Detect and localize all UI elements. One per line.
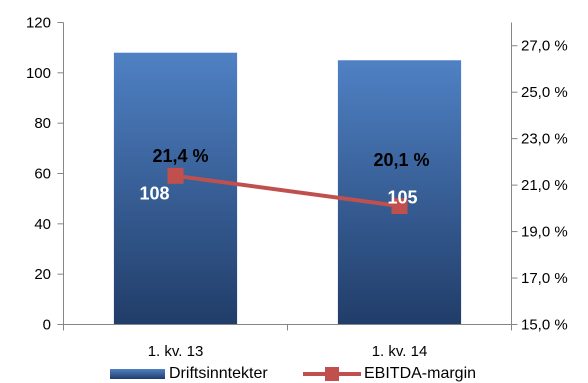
y-tick-label-left: 20: [34, 266, 51, 283]
category-label: 1. kv. 13: [148, 343, 204, 360]
y-tick-label-left: 0: [43, 317, 51, 334]
y-tick-label-left: 80: [34, 115, 51, 132]
y-tick-label-left: 60: [34, 166, 51, 183]
y-tick-label-left: 120: [26, 15, 51, 32]
legend-label-driftsinntekter: Driftsinntekter: [169, 365, 268, 382]
y-tick-label-left: 100: [26, 65, 51, 82]
y-tick-label-right: 25,0 %: [521, 84, 568, 101]
bar-value-label-1: 108: [139, 184, 169, 204]
y-tick-label-right: 15,0 %: [521, 317, 568, 334]
legend-label-ebitda-margin: EBITDA-margin: [364, 365, 476, 382]
y-tick-label-right: 21,0 %: [521, 177, 568, 194]
ebitda-margin-line: [175, 173, 400, 209]
legend-swatch-driftsinntekter: [110, 369, 165, 379]
y-tick-label-right: 19,0 %: [521, 224, 568, 241]
line-series-ebitda-margin: [167, 167, 408, 215]
ebitda-margin-value-label-1: 21,4 %: [152, 146, 208, 166]
bar-2: [337, 60, 462, 325]
legend-swatch-ebitda-margin-marker: [325, 367, 339, 381]
bar-1: [113, 52, 238, 325]
legend: Driftsinntekter EBITDA-margin: [110, 365, 476, 382]
data-labels: 108 105 21,4 % 20,1 %: [139, 146, 429, 208]
bar-value-label-2: 105: [387, 187, 417, 207]
axis-labels: 0 20 40 60 80 100 120 15,0 % 17,0 % 19,0 % 21,0 % 2…: [26, 15, 568, 361]
ebitda-margin-marker-2: [391, 198, 408, 215]
axes: [57, 22, 518, 331]
y-tick-label-right: 17,0 %: [521, 270, 568, 287]
y-tick-label-right: 23,0 %: [521, 131, 568, 148]
ebitda-margin-value-label-2: 20,1 %: [373, 150, 429, 170]
y-tick-label-left: 40: [34, 216, 51, 233]
category-label: 1. kv. 14: [372, 343, 428, 360]
ebitda-margin-marker-1: [167, 167, 184, 184]
y-tick-label-right: 27,0 %: [521, 38, 568, 55]
bar-series-driftsinntekter: [113, 52, 462, 325]
